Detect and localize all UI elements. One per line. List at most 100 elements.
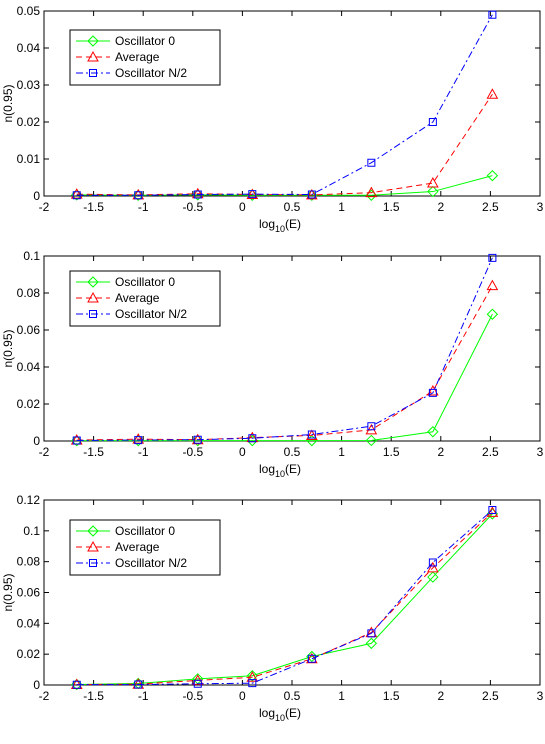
y-tick-label: 0.1 <box>23 524 40 538</box>
legend-label: Average <box>115 540 160 554</box>
x-tick-label: 0 <box>239 689 246 703</box>
data-point <box>427 185 439 198</box>
data-point <box>427 561 439 573</box>
data-point <box>427 426 439 438</box>
data-point <box>367 158 376 167</box>
legend-marker <box>87 276 99 288</box>
data-point <box>307 430 316 439</box>
data-point <box>134 191 143 200</box>
data-point <box>193 190 202 199</box>
legend-label: Oscillator 0 <box>115 275 175 289</box>
series-line <box>76 509 493 686</box>
data-point <box>72 436 81 445</box>
series-line <box>76 14 493 196</box>
x-axis-label: log10(E) <box>259 217 301 234</box>
legend-marker <box>89 310 97 318</box>
data-point <box>246 670 259 682</box>
y-axis-label: n(0.95) <box>1 84 15 122</box>
data-point <box>428 558 437 567</box>
data-point <box>427 571 439 583</box>
x-tick-label: -2 <box>39 445 50 459</box>
data-point <box>367 629 376 638</box>
x-axis-label: log10(E) <box>259 462 301 479</box>
chart-panel-2: -2 -1.5 -1 -0.5 0 0.5 1 1.5 2 2.5 3 0 0.02 0.04 0.06 0.… <box>1 249 544 479</box>
legend-marker <box>87 540 99 552</box>
legend-marker <box>87 50 99 62</box>
data-point <box>488 506 497 515</box>
x-tick-label: -1.5 <box>83 200 104 214</box>
y-tick-label: 0.1 <box>23 249 40 263</box>
data-point <box>427 177 439 188</box>
data-point <box>428 388 437 397</box>
y-tick-label: 0.02 <box>17 397 41 411</box>
data-point <box>367 422 376 431</box>
y-tick-label: 0.02 <box>17 115 41 129</box>
legend-label: Oscillator 0 <box>115 524 175 538</box>
x-axis-label: log10(E) <box>259 706 301 723</box>
series-2 <box>70 88 499 200</box>
legend-label: Oscillator 0 <box>115 34 175 48</box>
y-tick-label: 0.08 <box>17 286 41 300</box>
x-tick-label: 0.5 <box>284 445 301 459</box>
legend-label: Oscillator N/2 <box>115 66 187 80</box>
legend: Oscillator 0 Average Oscillator N/2 <box>69 519 221 576</box>
y-tick-label: 0.04 <box>17 41 41 55</box>
y-tick-label: 0 <box>33 434 40 448</box>
y-tick-label: 0.04 <box>17 360 41 374</box>
y-tick-label: 0.05 <box>17 4 41 18</box>
legend: Oscillator 0 Average Oscillator N/2 <box>69 270 221 327</box>
data-point <box>307 654 316 663</box>
x-tick-label: -0.5 <box>182 689 203 703</box>
data-point <box>246 188 259 200</box>
y-tick-label: 0 <box>33 189 40 203</box>
series-3 <box>72 10 497 200</box>
data-point <box>486 506 499 517</box>
x-tick-label: -1 <box>138 689 149 703</box>
x-tick-label: -0.5 <box>182 445 203 459</box>
y-axis-label: n(0.95) <box>1 329 15 367</box>
data-point <box>134 436 143 445</box>
series-line <box>76 257 493 441</box>
series-line <box>76 513 493 686</box>
x-tick-label: 1 <box>338 689 345 703</box>
legend-box <box>69 29 221 86</box>
legend-label: Average <box>115 291 160 305</box>
data-point <box>72 680 81 689</box>
y-tick-label: 0.01 <box>17 152 41 166</box>
x-tick-label: 1 <box>338 200 345 214</box>
data-point <box>70 188 83 199</box>
legend-label: Oscillator N/2 <box>115 556 187 570</box>
x-tick-label: 3 <box>537 445 544 459</box>
legend: Oscillator 0 Average Oscillator N/2 <box>69 29 221 86</box>
data-point <box>486 308 499 320</box>
legend-marker <box>87 525 99 537</box>
x-tick-label: 2 <box>437 445 444 459</box>
series-line <box>76 511 493 686</box>
y-tick-label: 0.06 <box>17 586 41 600</box>
data-point <box>305 652 318 664</box>
chart-panel-1: -2 -1.5 -1 -0.5 0 0.5 1 1.5 2 2.5 3 0 0.01 0.02 0.03 0.… <box>1 4 544 234</box>
y-axis-label: n(0.95) <box>1 573 15 611</box>
series-line <box>76 93 493 196</box>
legend-marker <box>87 35 99 47</box>
data-point <box>488 253 497 262</box>
data-point <box>246 671 259 682</box>
data-point <box>365 434 378 447</box>
x-tick-label: -2 <box>39 200 50 214</box>
data-point <box>248 434 257 443</box>
series-line <box>76 314 493 442</box>
data-point <box>193 679 202 688</box>
x-tick-label: 2 <box>437 200 444 214</box>
y-tick-label: 0.06 <box>17 323 41 337</box>
data-point <box>134 680 143 689</box>
x-tick-label: -2 <box>39 689 50 703</box>
x-tick-label: 1 <box>338 445 345 459</box>
data-point <box>486 88 499 99</box>
series-3 <box>72 253 497 445</box>
data-point <box>307 190 316 199</box>
data-point <box>305 188 318 200</box>
legend-marker <box>89 559 97 567</box>
data-point <box>248 679 257 688</box>
x-tick-label: 0 <box>239 445 246 459</box>
